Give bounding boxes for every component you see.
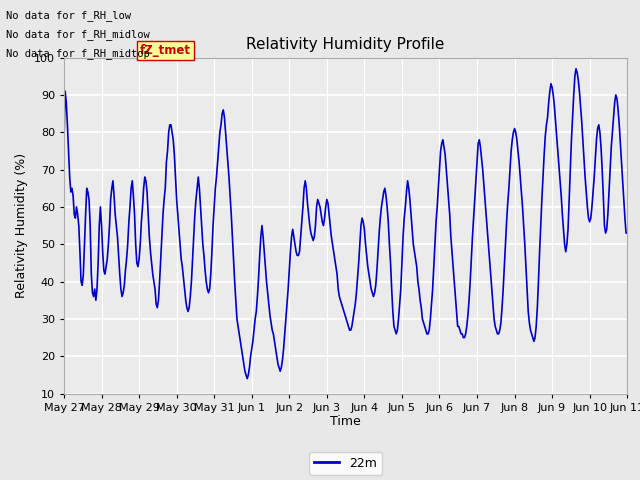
Text: fZ_tmet: fZ_tmet (140, 44, 191, 57)
X-axis label: Time: Time (330, 415, 361, 429)
Text: No data for f_RH_midtop: No data for f_RH_midtop (6, 48, 150, 59)
Legend: 22m: 22m (309, 452, 382, 475)
Text: No data for f_RH_low: No data for f_RH_low (6, 10, 131, 21)
Title: Relativity Humidity Profile: Relativity Humidity Profile (246, 37, 445, 52)
Text: No data for f_RH_midlow: No data for f_RH_midlow (6, 29, 150, 40)
Y-axis label: Relativity Humidity (%): Relativity Humidity (%) (15, 153, 28, 298)
